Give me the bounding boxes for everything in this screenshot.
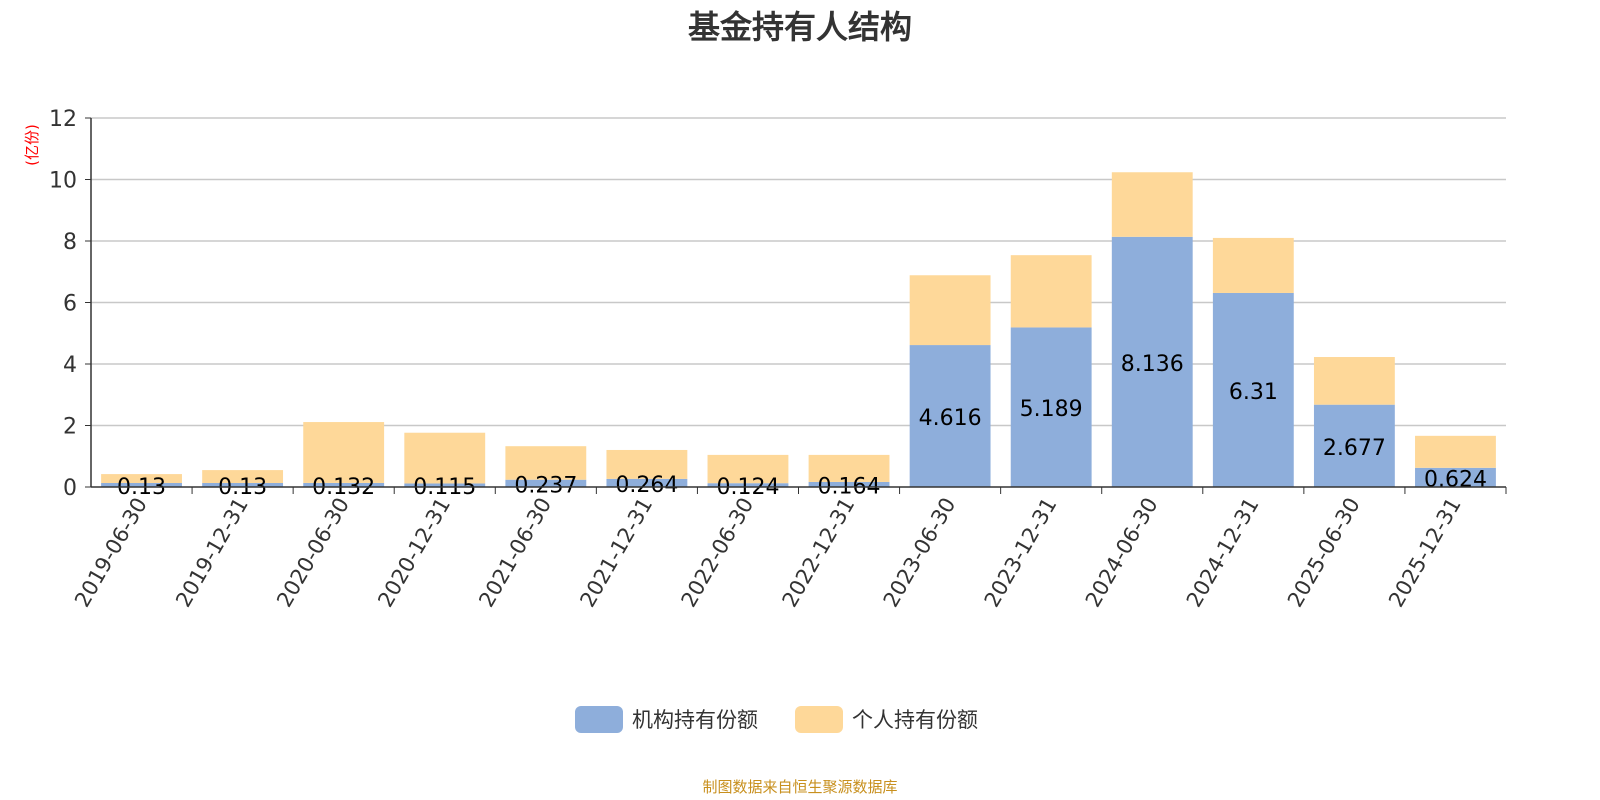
legend-label: 个人持有份额	[852, 708, 978, 732]
bar-institutional[interactable]	[1010, 327, 1092, 487]
bar-institutional[interactable]	[808, 481, 890, 487]
bar-individual[interactable]	[1111, 172, 1193, 237]
y-tick-label: 4	[63, 353, 77, 378]
bar-individual[interactable]	[202, 470, 284, 484]
legend-swatch	[575, 706, 623, 733]
data-label: 0.264	[615, 473, 678, 498]
bar-individual[interactable]	[303, 422, 385, 483]
x-tick-label: 2020-12-31	[373, 494, 455, 612]
legend-swatch	[795, 706, 843, 733]
bar-institutional[interactable]	[303, 482, 385, 487]
bar-institutional[interactable]	[202, 483, 284, 487]
x-tick-label: 2023-12-31	[980, 494, 1062, 612]
bar-institutional[interactable]	[1111, 236, 1193, 487]
x-tick-label: 2021-12-31	[575, 494, 657, 612]
data-label: 0.624	[1424, 467, 1487, 492]
y-tick-label: 0	[63, 476, 77, 501]
x-tick-label: 2024-06-30	[1081, 494, 1163, 612]
bar-institutional[interactable]	[101, 483, 182, 487]
bar-individual[interactable]	[404, 432, 486, 484]
bar-individual[interactable]	[505, 446, 587, 480]
bar-individual[interactable]	[1313, 357, 1395, 405]
bar-individual[interactable]	[1415, 435, 1496, 468]
x-tick-label: 2023-06-30	[879, 494, 961, 612]
bar-individual[interactable]	[1212, 237, 1294, 293]
bar-individual[interactable]	[101, 474, 182, 484]
bar-individual[interactable]	[909, 275, 991, 346]
x-tick-label: 2024-12-31	[1182, 494, 1264, 612]
legend-item[interactable]: 个人持有份额	[795, 706, 978, 733]
x-tick-label: 2019-06-30	[70, 494, 152, 612]
bar-institutional[interactable]	[1313, 404, 1395, 487]
data-label: 4.616	[919, 406, 982, 431]
y-tick-label: 12	[49, 107, 77, 132]
legend-label: 机构持有份额	[632, 708, 758, 732]
bar-institutional[interactable]	[606, 478, 688, 487]
bar-institutional[interactable]	[909, 345, 991, 487]
chart-title: 基金持有人结构	[688, 8, 912, 46]
data-label: 6.31	[1229, 380, 1278, 405]
bar-individual[interactable]	[707, 454, 789, 484]
y-tick-label: 6	[63, 292, 77, 317]
footer-source: 制图数据来自恒生聚源数据库	[702, 778, 897, 796]
x-tick-label: 2019-12-31	[171, 494, 253, 612]
bar-institutional[interactable]	[1415, 467, 1496, 487]
bar-institutional[interactable]	[505, 479, 587, 487]
y-tick-label: 10	[49, 169, 77, 194]
data-label: 5.189	[1020, 397, 1083, 422]
x-tick-label: 2022-06-30	[676, 494, 758, 612]
bar-institutional[interactable]	[1212, 292, 1294, 487]
bar-institutional[interactable]	[404, 483, 486, 487]
legend-item[interactable]: 机构持有份额	[575, 706, 758, 733]
bar-institutional[interactable]	[707, 483, 789, 487]
data-label: 0.237	[514, 473, 577, 498]
x-tick-label: 2025-06-30	[1283, 494, 1365, 612]
x-tick-label: 2022-12-31	[778, 494, 860, 612]
data-label: 2.677	[1323, 436, 1386, 461]
bar-individual[interactable]	[606, 449, 688, 479]
bar-individual[interactable]	[808, 454, 890, 482]
x-tick-label: 2021-06-30	[474, 494, 556, 612]
bar-individual[interactable]	[1010, 255, 1092, 328]
y-tick-label: 8	[63, 230, 77, 255]
y-axis-label: (亿份)	[23, 124, 41, 166]
x-tick-label: 2025-12-31	[1384, 494, 1466, 612]
y-tick-label: 2	[63, 415, 77, 440]
data-label: 8.136	[1121, 352, 1184, 377]
x-tick-label: 2020-06-30	[272, 494, 354, 612]
